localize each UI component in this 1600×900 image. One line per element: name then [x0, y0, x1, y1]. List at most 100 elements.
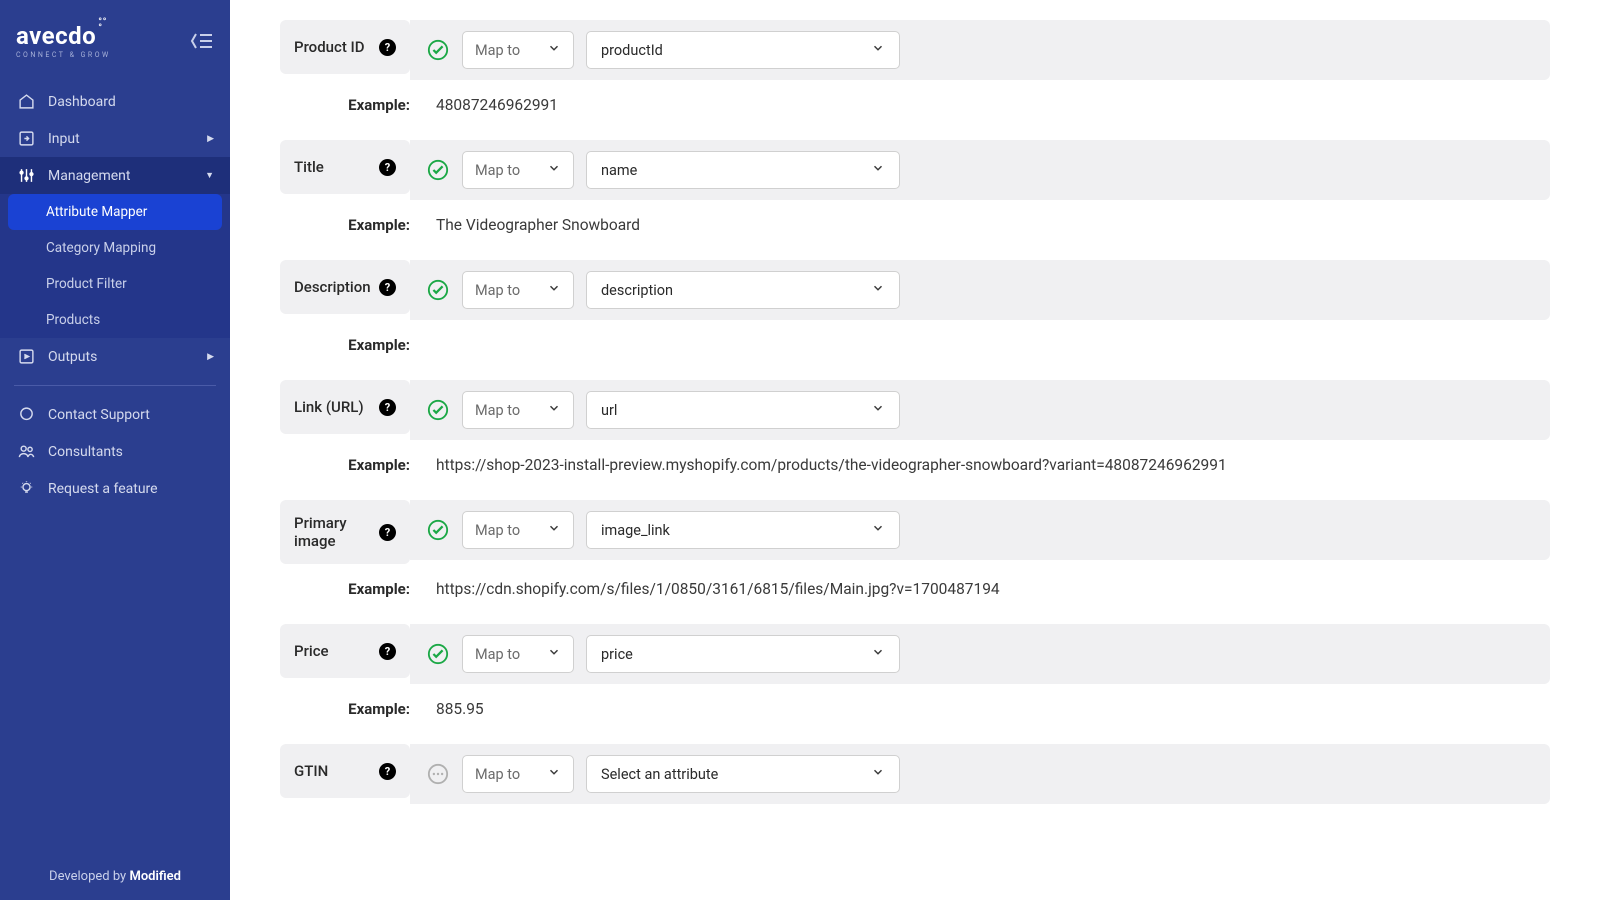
sidebar-subitem-product-filter[interactable]: Product Filter: [0, 266, 230, 302]
logo-area: avecdo °°° CONNECT & GROW: [0, 0, 230, 71]
status-pending-icon: [426, 762, 450, 786]
status-ok-icon: [426, 398, 450, 422]
map-to-select[interactable]: Map to: [462, 755, 574, 793]
lightbulb-icon: [16, 480, 36, 497]
chevron-down-icon: [547, 521, 561, 539]
attribute-value-select[interactable]: name: [586, 151, 900, 189]
help-icon[interactable]: ?: [379, 39, 396, 56]
attribute-controls: Map to image_link: [410, 500, 1550, 560]
map-to-select[interactable]: Map to: [462, 635, 574, 673]
help-icon[interactable]: ?: [379, 643, 396, 660]
nav: Dashboard Input ▶ Management ▼ Attribute…: [0, 71, 230, 853]
attribute-label: GTIN?: [280, 744, 410, 798]
sidebar-collapse-button[interactable]: [190, 32, 214, 50]
example-label: Example:: [280, 456, 410, 474]
attribute-label: Product ID?: [280, 20, 410, 74]
sidebar-item-contact-support[interactable]: Contact Support: [0, 396, 230, 433]
map-to-select[interactable]: Map to: [462, 391, 574, 429]
chevron-down-icon: [547, 401, 561, 419]
map-to-label: Map to: [475, 402, 520, 419]
sidebar-item-request-feature[interactable]: Request a feature: [0, 470, 230, 507]
attribute-value-select[interactable]: image_link: [586, 511, 900, 549]
attribute-row: Description? Map to description: [280, 260, 1550, 320]
chevron-down-icon: [871, 401, 885, 419]
sidebar-item-input[interactable]: Input ▶: [0, 120, 230, 157]
attribute-value: Select an attribute: [601, 766, 718, 783]
chevron-down-icon: [547, 645, 561, 663]
logo: avecdo °°° CONNECT & GROW: [16, 22, 111, 59]
sidebar-subitem-category-mapping[interactable]: Category Mapping: [0, 230, 230, 266]
map-to-label: Map to: [475, 646, 520, 663]
attribute-label: Price?: [280, 624, 410, 678]
sidebar-subitem-attribute-mapper[interactable]: Attribute Mapper: [8, 194, 222, 230]
attribute-value-select[interactable]: price: [586, 635, 900, 673]
sidebar-item-label: Contact Support: [48, 407, 150, 423]
status-ok-icon: [426, 158, 450, 182]
chevron-down-icon: ▼: [205, 170, 214, 181]
attribute-name: Title: [294, 158, 324, 176]
attribute-controls: Map to Select an attribute: [410, 744, 1550, 804]
sidebar-item-label: Consultants: [48, 444, 123, 460]
help-icon[interactable]: ?: [379, 159, 396, 176]
example-row: Example:https://cdn.shopify.com/s/files/…: [280, 580, 1550, 598]
status-ok-icon: [426, 518, 450, 542]
sidebar-item-management[interactable]: Management ▼: [0, 157, 230, 194]
help-icon[interactable]: ?: [379, 763, 396, 780]
attribute-row: Price? Map to price: [280, 624, 1550, 684]
chevron-down-icon: [871, 521, 885, 539]
attribute-value-select[interactable]: productId: [586, 31, 900, 69]
example-row: Example:48087246962991: [280, 96, 1550, 114]
sidebar-item-label: Management: [48, 168, 130, 184]
attribute-value: description: [601, 282, 673, 299]
sidebar-item-consultants[interactable]: Consultants: [0, 433, 230, 470]
attribute-block: Product ID? Map to productId Example:480872…: [280, 20, 1550, 114]
attribute-row: Primary image? Map to image_link: [280, 500, 1550, 564]
attribute-controls: Map to price: [410, 624, 1550, 684]
sidebar-item-label: Dashboard: [48, 94, 116, 110]
attribute-value-select[interactable]: description: [586, 271, 900, 309]
sidebar-item-dashboard[interactable]: Dashboard: [0, 83, 230, 120]
chevron-down-icon: [871, 161, 885, 179]
help-icon[interactable]: ?: [379, 279, 396, 296]
attribute-controls: Map to description: [410, 260, 1550, 320]
management-subitems: Attribute Mapper Category Mapping Produc…: [0, 194, 230, 338]
map-to-select[interactable]: Map to: [462, 31, 574, 69]
attribute-block: GTIN? Map to Select an attribute: [280, 744, 1550, 804]
footer-brand: Modified: [129, 869, 181, 884]
map-to-label: Map to: [475, 42, 520, 59]
attribute-name: GTIN: [294, 762, 328, 780]
attribute-row: Product ID? Map to productId: [280, 20, 1550, 80]
attribute-block: Title? Map to name Example:The Videographer…: [280, 140, 1550, 234]
attribute-name: Description: [294, 278, 371, 296]
sliders-icon: [16, 167, 36, 184]
sidebar-item-label: Request a feature: [48, 481, 158, 497]
brand-text: avecdo: [16, 22, 96, 50]
nav-divider: [14, 385, 216, 386]
brand-dots-icon: °°°: [98, 20, 107, 32]
attribute-row: Link (URL)? Map to url: [280, 380, 1550, 440]
help-icon[interactable]: ?: [379, 399, 396, 416]
chevron-down-icon: [871, 41, 885, 59]
attribute-controls: Map to url: [410, 380, 1550, 440]
attribute-block: Link (URL)?Map tourlExample:https://shop…: [280, 380, 1550, 474]
attribute-value: image_link: [601, 522, 670, 539]
map-to-select[interactable]: Map to: [462, 151, 574, 189]
example-label: Example:: [280, 216, 410, 234]
map-to-select[interactable]: Map to: [462, 511, 574, 549]
help-icon[interactable]: ?: [379, 524, 396, 541]
example-row: Example:The Videographer Snowboard: [280, 216, 1550, 234]
attribute-value-select[interactable]: Select an attribute: [586, 755, 900, 793]
attribute-value-select[interactable]: url: [586, 391, 900, 429]
sidebar-item-label: Outputs: [48, 349, 97, 365]
attribute-value: productId: [601, 42, 663, 59]
map-to-select[interactable]: Map to: [462, 271, 574, 309]
sidebar-subitem-products[interactable]: Products: [0, 302, 230, 338]
map-to-label: Map to: [475, 282, 520, 299]
attribute-controls: Map to name: [410, 140, 1550, 200]
chevron-down-icon: [547, 41, 561, 59]
chevron-down-icon: [547, 281, 561, 299]
attribute-label: Link (URL)?: [280, 380, 410, 434]
attribute-block: Price?Map topriceExample:885.95: [280, 624, 1550, 718]
sidebar-item-outputs[interactable]: Outputs ▶: [0, 338, 230, 375]
attribute-name: Primary image: [294, 514, 371, 550]
